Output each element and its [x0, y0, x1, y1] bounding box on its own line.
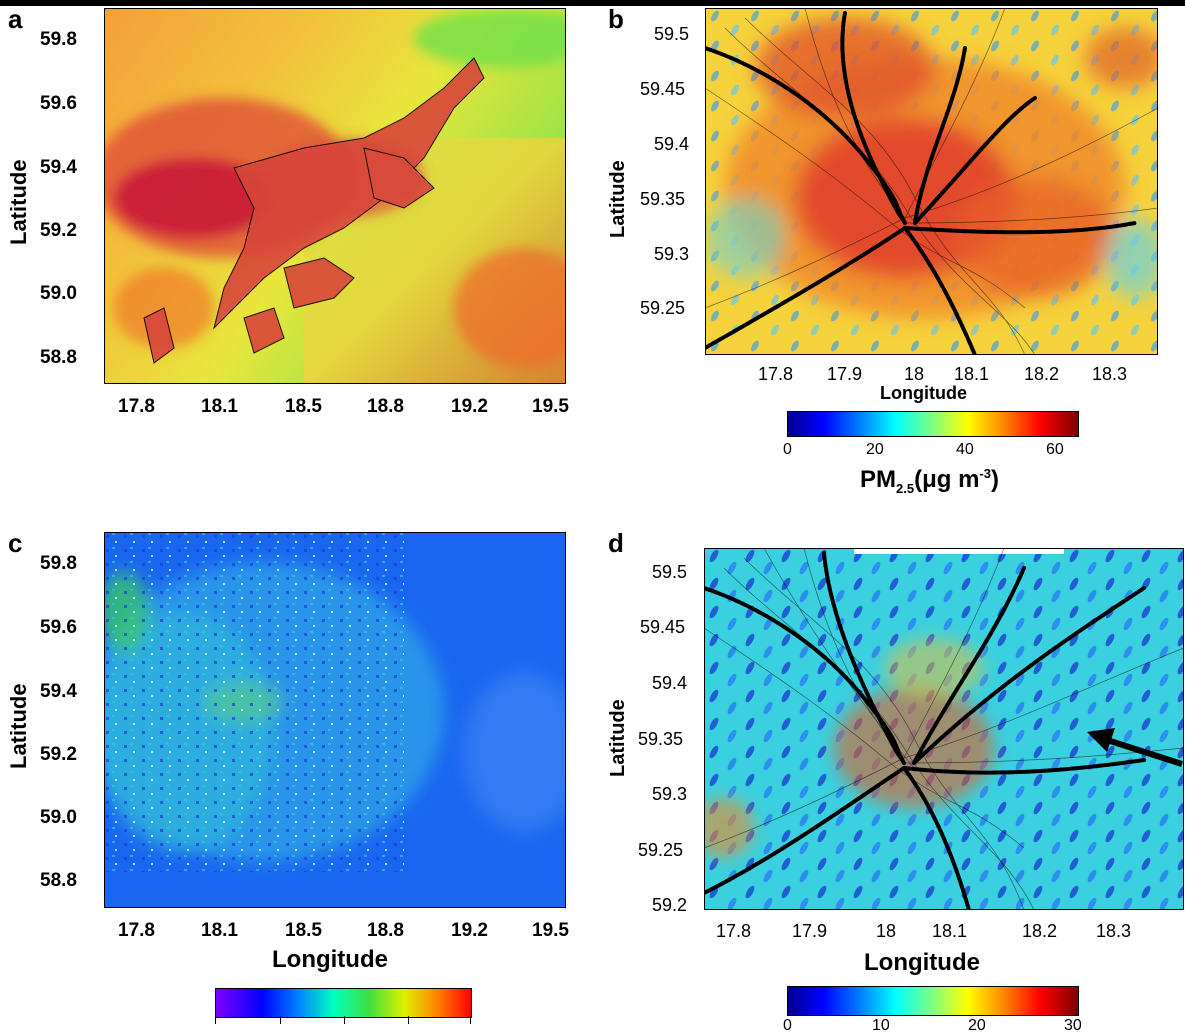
panel-d-xtick: 18.3 — [1096, 921, 1132, 941]
map-d-pm25 — [704, 548, 1184, 910]
unit-end: ) — [990, 466, 999, 493]
colorbar-b-tick: 20 — [866, 441, 884, 458]
panel-c-xtick: 18.5 — [285, 920, 322, 941]
panel-b-ytick: 59.45 — [640, 79, 686, 99]
panel-b-ytick: 59.25 — [640, 298, 686, 318]
unit-sub: 2.5 — [896, 480, 915, 496]
panel-d-ytick: 59.5 — [652, 562, 688, 582]
panel-a-xtick: 18.5 — [285, 396, 322, 417]
map-b-pm25 — [705, 8, 1158, 355]
panel-a-xtick: 18.1 — [201, 396, 238, 417]
panel-b-xtick: 18.1 — [954, 364, 990, 384]
panel-a-ytick: 59.2 — [40, 220, 77, 241]
colorbar-d — [787, 986, 1079, 1016]
panel-d-ytick: 59.35 — [638, 729, 684, 749]
panel-b-ytick: 59.4 — [654, 134, 690, 154]
panel-c-ytick: 59.0 — [40, 807, 77, 828]
panel-label-c: c — [8, 528, 23, 558]
colorbar-d-tick: 0 — [783, 1017, 792, 1034]
panel-d-ytick: 59.3 — [652, 784, 688, 804]
panel-a-ytick: 59.0 — [40, 283, 77, 304]
panel-d-xtick: 17.9 — [792, 921, 828, 941]
colorbar-b-unit-label: PM2.5(μg m-3) — [860, 466, 999, 496]
unit-text: (μg m — [914, 466, 980, 493]
panel-d-xtick: 18.1 — [932, 921, 968, 941]
panel-c-y-axis-label: Latitude — [6, 683, 31, 769]
panel-c-ytick: 59.8 — [40, 553, 77, 574]
panel-label-d: d — [608, 528, 624, 558]
panel-a-xtick: 18.8 — [367, 396, 404, 417]
panel-d-xtick: 17.8 — [716, 921, 752, 941]
colorbar-b-tick: 0 — [783, 441, 792, 458]
panel-b-xtick: 18.3 — [1092, 364, 1128, 384]
colorbar-d-tick: 30 — [1064, 1017, 1082, 1034]
panel-c-xtick: 19.5 — [532, 920, 569, 941]
colorbar-d-tick: 20 — [968, 1017, 986, 1034]
panel-b-xtick: 18.2 — [1024, 364, 1060, 384]
panel-c-xtick: 18.8 — [367, 920, 404, 941]
panel-d-ytick: 59.2 — [652, 895, 688, 915]
colorbar-b-tick: 40 — [956, 441, 974, 458]
panel-d-xtick: 18.2 — [1022, 921, 1058, 941]
arrow-annotation — [1087, 728, 1183, 767]
panel-d-ytick: 59.4 — [652, 673, 688, 693]
unit-sup: -3 — [979, 466, 991, 481]
panel-d-ytick: 59.25 — [638, 840, 684, 860]
panel-d-ytick: 59.45 — [640, 617, 686, 637]
panel-b-y-axis-label: Latitude — [607, 160, 629, 238]
panel-d-y-axis-label: Latitude — [607, 699, 629, 777]
panel-c-xtick: 19.2 — [451, 920, 488, 941]
top-border — [0, 0, 1185, 6]
panel-d-xtick: 18 — [876, 921, 897, 941]
panel-b-ytick: 59.35 — [640, 189, 686, 209]
panel-a-xtick: 19.2 — [451, 396, 488, 417]
unit-main: PM — [860, 466, 896, 493]
colorbar-b-tick: 60 — [1046, 441, 1064, 458]
panel-c-ytick: 59.4 — [40, 681, 77, 702]
panel-d-x-axis-label: Longitude — [864, 949, 980, 976]
panel-label-a: a — [8, 4, 23, 34]
colorbar-d-tick: 10 — [872, 1017, 890, 1034]
panel-a-y-axis-label: Latitude — [6, 159, 31, 245]
colorbar-b — [787, 411, 1079, 437]
colorbar-c — [215, 988, 472, 1018]
panel-a-ytick: 59.6 — [40, 93, 77, 114]
map-a-heatmap — [104, 8, 566, 384]
panel-c-x-axis-label: Longitude — [272, 946, 388, 973]
panel-b-xtick: 18 — [904, 364, 925, 384]
panel-b-x-axis-label: Longitude — [880, 383, 967, 403]
panel-label-b: b — [608, 4, 624, 34]
panel-a-xtick: 17.8 — [118, 396, 155, 417]
panel-a-ytick: 58.8 — [40, 347, 77, 368]
map-c-heatmap — [104, 532, 566, 908]
panel-b-xtick: 17.9 — [827, 364, 863, 384]
panel-b-xtick: 17.8 — [758, 364, 794, 384]
panel-c-ytick: 59.6 — [40, 617, 77, 638]
panel-a-ytick: 59.8 — [40, 29, 77, 50]
panel-c-xtick: 18.1 — [201, 920, 238, 941]
panel-c-xtick: 17.8 — [118, 920, 155, 941]
panel-a-ytick: 59.4 — [40, 157, 77, 178]
panel-a-xtick: 19.5 — [532, 396, 569, 417]
panel-c-ytick: 59.2 — [40, 744, 77, 765]
panel-b-ytick: 59.5 — [654, 24, 690, 44]
panel-c-ytick: 58.8 — [40, 870, 77, 891]
panel-b-ytick: 59.3 — [654, 244, 690, 264]
